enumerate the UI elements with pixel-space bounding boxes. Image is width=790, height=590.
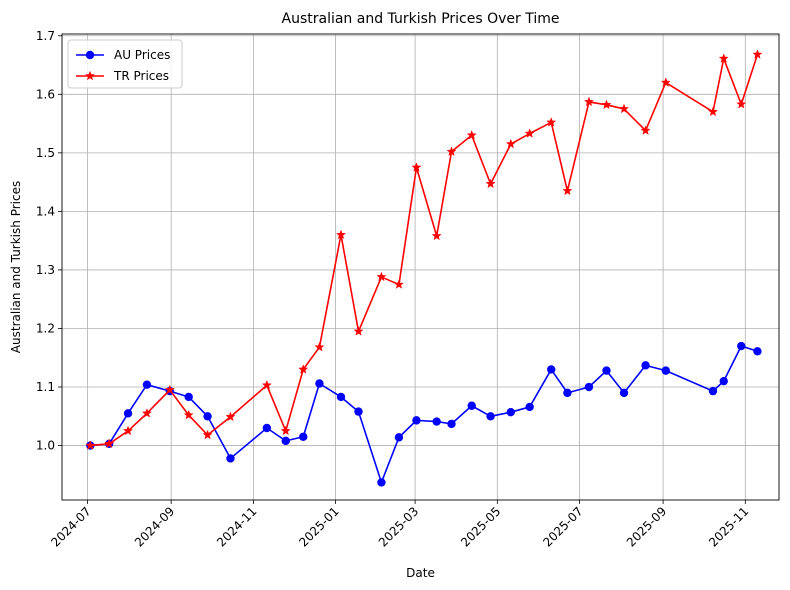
tr-prices-point [164, 384, 175, 395]
au-prices-point [432, 417, 441, 426]
au-prices-point [336, 392, 346, 402]
tr-prices-point [376, 271, 387, 282]
tr-prices-point [485, 178, 496, 189]
tr-prices-point [660, 77, 671, 87]
au-prices-point [525, 402, 534, 412]
legend-label-au-prices: AU Prices [114, 48, 170, 62]
chart-title: Australian and Turkish Prices Over Time [282, 11, 560, 27]
tr-prices-point [524, 128, 535, 138]
tr-prices-point [583, 96, 595, 107]
au-prices-point [602, 366, 611, 375]
tr-prices-point [411, 162, 422, 172]
au-prices-point [619, 388, 629, 398]
au-prices-point [281, 436, 290, 446]
y-tick-label: 1.0 [36, 439, 55, 453]
tr-prices-point [298, 364, 309, 374]
legend-marker-tr-prices [84, 70, 96, 81]
au-prices-point [299, 432, 308, 441]
y-tick-label: 1.5 [36, 146, 55, 160]
y-tick-label: 1.6 [36, 87, 55, 101]
tr-prices-point [618, 103, 630, 114]
tr-prices-point [225, 411, 236, 422]
au-prices-point [753, 347, 762, 356]
plot-frame [61, 33, 780, 501]
au-prices-point [506, 407, 515, 417]
tr-prices-point [752, 49, 763, 59]
tr-prices-point [505, 138, 516, 149]
tr-prices-point [707, 106, 719, 117]
au-prices-point [203, 412, 212, 421]
au-prices-point [719, 376, 728, 386]
au-prices-point [412, 416, 421, 425]
au-prices-point [661, 366, 670, 375]
tr-prices-point [314, 341, 325, 352]
x-axis-title: Date [406, 566, 435, 580]
tr-prices-series [85, 49, 763, 450]
y-tick-label: 1.4 [36, 204, 55, 218]
au-prices-point [315, 379, 324, 388]
tr-prices-point [85, 440, 96, 450]
tr-prices-point [466, 129, 477, 140]
tr-prices-point [141, 408, 152, 418]
y-tick-label: 1.3 [36, 263, 55, 277]
tr-prices-point [353, 326, 364, 336]
au-prices-point [584, 382, 594, 392]
y-tick-label: 1.7 [36, 29, 55, 43]
tr-prices-point [335, 229, 347, 240]
au-prices-point [123, 409, 133, 418]
au-prices-point [737, 341, 746, 351]
au-prices-point [377, 478, 386, 487]
tr-prices-point [202, 429, 213, 440]
au-prices-point [447, 419, 456, 429]
tr-prices-point [122, 425, 134, 436]
tr-prices-point [261, 379, 272, 390]
y-tick-label: 1.2 [36, 321, 55, 335]
tr-prices-point [183, 409, 194, 420]
au-prices-point [641, 361, 650, 370]
y-tick-label: 1.1 [36, 380, 55, 394]
series-layer [85, 49, 763, 487]
grid [62, 34, 779, 500]
tr-prices-point [562, 185, 573, 196]
tr-prices-point [640, 125, 651, 135]
legend-label-tr-prices: TR Prices [113, 69, 169, 83]
tr-prices-point [601, 99, 612, 110]
au-prices-point [226, 454, 235, 463]
au-prices-point [547, 365, 556, 374]
tr-prices-point [736, 98, 747, 109]
au-prices-point [354, 407, 363, 416]
tr-prices-point [280, 425, 291, 436]
au-prices-point [142, 380, 152, 389]
au-prices-point [184, 392, 193, 402]
au-prices-point [467, 401, 476, 410]
au-prices-point [394, 433, 404, 442]
au-prices-line [90, 345, 758, 484]
legend: AU Prices TR Prices [67, 39, 183, 89]
tr-prices-point [393, 279, 404, 289]
tr-prices-point [431, 230, 442, 241]
au-prices-point [563, 388, 572, 398]
au-prices-point [486, 412, 495, 421]
legend-marker-au-prices [85, 50, 95, 60]
tr-prices-point [546, 117, 557, 127]
au-prices-point [708, 386, 718, 396]
tr-prices-point [104, 438, 115, 449]
au-prices-point [262, 423, 272, 433]
tr-prices-line [90, 54, 759, 447]
tr-prices-point [718, 53, 729, 63]
tr-prices-point [446, 146, 457, 156]
y-axis-title: Australian and Turkish Prices [9, 181, 23, 353]
